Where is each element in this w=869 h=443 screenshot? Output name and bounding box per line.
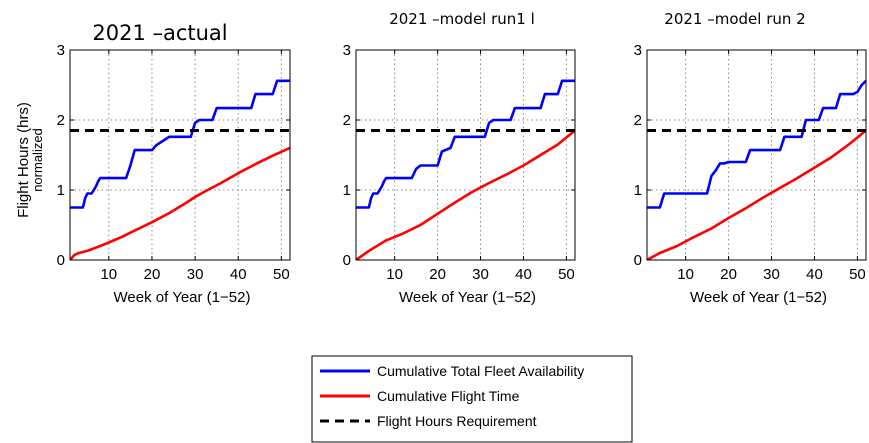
series-cumulative-flight-time: [70, 146, 290, 260]
x-tick-label: 20: [144, 266, 161, 283]
x-tick-label: 30: [472, 266, 489, 283]
y-tick-label: 1: [634, 182, 642, 199]
x-tick-label: 40: [230, 266, 247, 283]
y-tick-label: 3: [634, 42, 642, 59]
y-tick-label: 0: [634, 252, 642, 269]
x-tick-label: 50: [558, 266, 575, 283]
series-cumulative-total-fleet-availability: [356, 79, 575, 209]
x-axis-label: Week of Year (1−52): [690, 289, 827, 306]
chart-panel-2: 2021 –model run1 l 10 20 30 40 50 0 1 2 3 Week of …: [343, 10, 576, 306]
series-cumulative-flight-time: [647, 129, 866, 260]
y-tick-label: 1: [343, 182, 351, 199]
y-tick-label: 3: [57, 42, 65, 59]
x-tick-label: 30: [187, 266, 204, 283]
series-cumulative-total-fleet-availability: [647, 79, 866, 209]
x-tick-label: 50: [273, 266, 290, 283]
x-tick-label: 10: [386, 266, 403, 283]
legend: Cumulative Total Fleet Availability Cumul…: [311, 355, 633, 443]
legend-label: Cumulative Total Fleet Availability: [377, 363, 584, 379]
x-tick-label: 50: [849, 266, 866, 283]
y-axis-label-line1: Flight Hours (hrs): [15, 102, 32, 218]
x-tick-label: 20: [720, 266, 737, 283]
y-tick-label: 2: [57, 112, 65, 129]
y-tick-label: 0: [57, 252, 65, 269]
chart-panel-1: 2021 –actual 10 20 30 40 50 0 1 2 3 Week of Year (…: [57, 21, 291, 306]
series-cumulative-total-fleet-availability: [70, 79, 290, 209]
legend-label: Cumulative Flight Time: [377, 388, 520, 404]
axes-box: [646, 49, 867, 261]
y-tick-label: 3: [343, 42, 351, 59]
x-tick-label: 10: [677, 266, 694, 283]
legend-label: Flight Hours Requirement: [377, 413, 537, 429]
x-tick-label: 20: [429, 266, 446, 283]
y-axis-label: Flight Hours (hrs) normalized: [15, 102, 45, 218]
series-cumulative-flight-time: [356, 129, 575, 260]
y-tick-label: 0: [343, 252, 351, 269]
x-tick-label: 40: [806, 266, 823, 283]
y-tick-label: 2: [634, 112, 642, 129]
x-tick-label: 40: [515, 266, 532, 283]
y-tick-label: 1: [57, 182, 65, 199]
axes-box: [355, 49, 576, 261]
chart-title: 2021 –model run 2: [664, 10, 805, 28]
chart-panel-3: 2021 –model run 2 10 20 30 40 50 0 1 2 3 Week of Y…: [634, 10, 867, 306]
chart-title: 2021 –model run1 l: [389, 10, 535, 28]
x-tick-label: 30: [763, 266, 780, 283]
x-tick-label: 10: [100, 266, 117, 283]
x-axis-label: Week of Year (1−52): [399, 289, 536, 306]
y-axis-label-line2: normalized: [30, 128, 45, 192]
x-axis-label: Week of Year (1−52): [114, 289, 251, 306]
y-tick-label: 2: [343, 112, 351, 129]
chart-title: 2021 –actual: [92, 21, 227, 45]
axes-box: [69, 49, 291, 261]
